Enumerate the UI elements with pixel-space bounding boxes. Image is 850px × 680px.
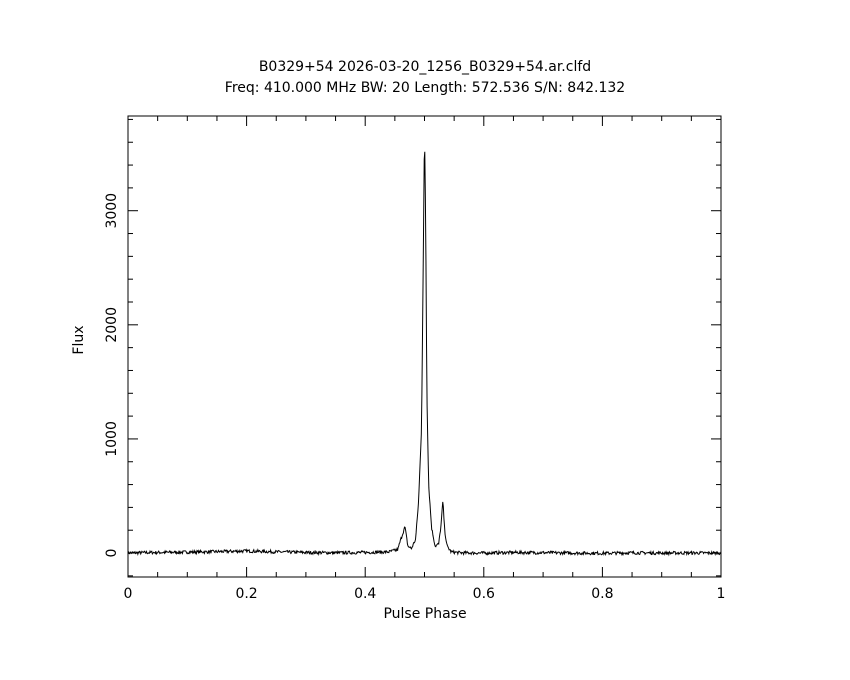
x-tick-label: 0.4 xyxy=(354,586,376,602)
x-axis-label: Pulse Phase xyxy=(383,606,467,622)
x-tick-label: 0.6 xyxy=(473,586,495,602)
chart-subtitle: Freq: 410.000 MHz BW: 20 Length: 572.536… xyxy=(224,80,626,96)
y-tick-label: 2000 xyxy=(104,307,120,343)
y-axis-label: Flux xyxy=(71,325,87,355)
x-tick-label: 0 xyxy=(124,586,133,602)
plot-frame xyxy=(127,115,722,578)
x-tick-label: 0.8 xyxy=(591,586,613,602)
y-tick-label: 3000 xyxy=(104,193,120,229)
series-line xyxy=(127,151,722,557)
x-tick-label: 0.2 xyxy=(235,586,257,602)
y-tick-label: 0 xyxy=(104,549,120,558)
x-tick-label: 1 xyxy=(717,586,726,602)
y-tick-label: 1000 xyxy=(104,421,120,457)
chart-title: B0329+54 2026-03-20_1256_B0329+54.ar.clf… xyxy=(258,59,592,75)
